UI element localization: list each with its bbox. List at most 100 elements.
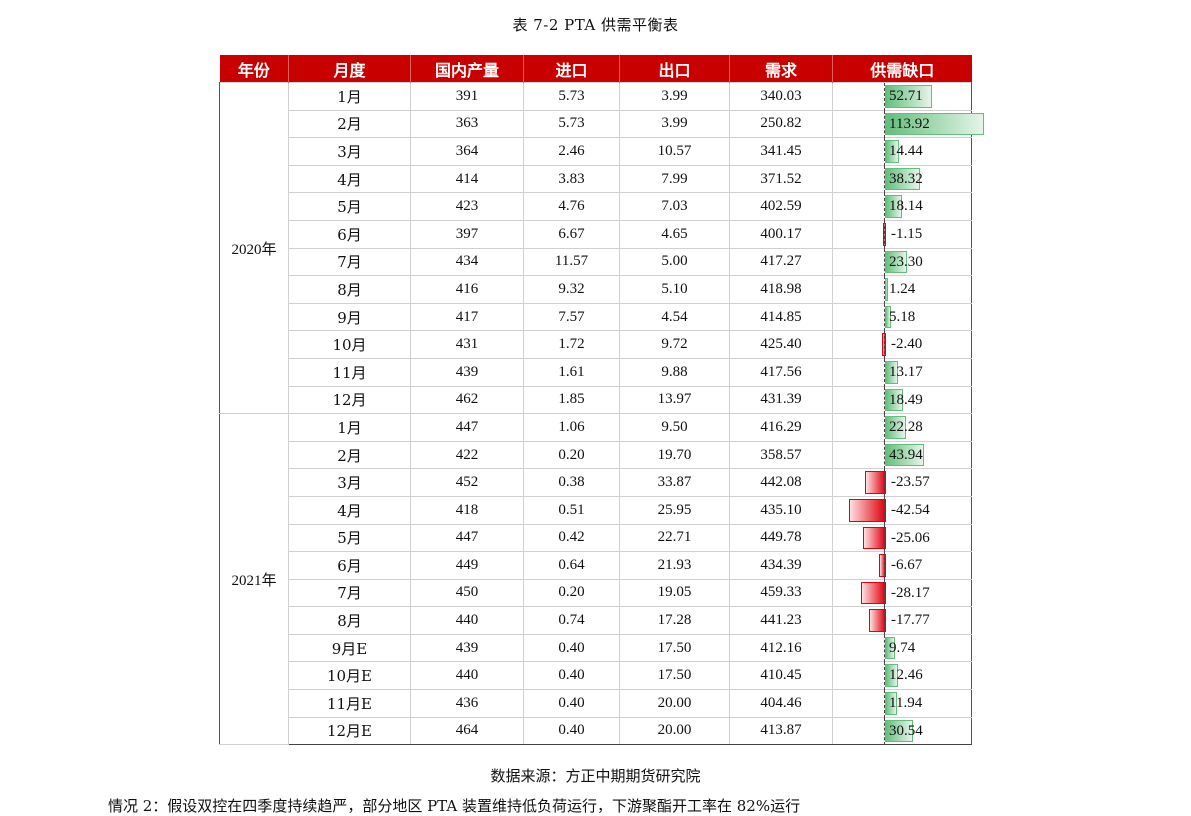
positive-gap-bar [885,278,889,301]
demand-cell: 413.87 [729,716,833,746]
supply-gap-value: 38.32 [889,170,923,187]
table-caption: 表 7-2 PTA 供需平衡表 [512,16,679,34]
import-cell: 9.32 [523,275,620,304]
domestic-output-cell: 462 [410,385,524,415]
export-cell: 3.99 [619,82,730,111]
domestic-output-cell: 434 [410,247,524,277]
domestic-output-cell: 364 [410,137,524,166]
zero-axis-line [884,138,885,166]
month-cell: 7月 [288,578,411,608]
import-cell: 3.83 [523,164,620,194]
export-cell: 25.95 [619,495,730,525]
import-cell: 0.40 [523,689,620,718]
table-row: 4月 414 3.83 7.99 371.52 38.32 [220,164,972,194]
table-row: 11月 439 1.61 9.88 417.56 13.17 [220,357,972,387]
demand-cell: 434.39 [729,551,833,580]
import-cell: 2.46 [523,137,620,166]
export-cell: 4.54 [619,302,730,332]
export-cell: 20.00 [619,689,730,718]
month-cell: 4月 [288,164,411,194]
positive-gap-bar [885,388,903,412]
supply-gap-value: 23.30 [889,253,923,270]
supply-gap-value: -25.06 [891,529,930,546]
domestic-output-cell: 439 [410,357,524,387]
supply-gap-cell: 38.32 [832,164,972,194]
supply-gap-cell: 18.49 [832,385,972,415]
demand-cell: 418.98 [729,275,833,304]
month-cell: 5月 [288,523,411,553]
supply-gap-cell: -1.15 [832,219,972,249]
month-cell: 5月 [288,192,411,221]
month-cell: 6月 [288,551,411,580]
table-row: 6月 397 6.67 4.65 400.17 -1.15 [220,219,972,249]
month-cell: 3月 [288,137,411,166]
supply-gap-cell: -2.40 [832,330,972,359]
month-cell: 11月 [288,357,411,387]
table-row: 6月 449 0.64 21.93 434.39 -6.67 [220,551,972,580]
positive-gap-bar [885,692,898,715]
import-cell: 0.40 [523,633,620,663]
positive-gap-bar [885,112,984,136]
import-cell: 0.20 [523,440,620,470]
supply-gap-cell: 9.74 [832,633,972,663]
import-cell: 0.40 [523,716,620,746]
supply-gap-value: 52.71 [889,88,923,104]
positive-gap-bar [885,85,932,108]
supply-gap-value: 18.14 [889,198,923,215]
table-row: 2020年 1月 391 5.73 3.99 340.03 52.71 [219,81,972,415]
supply-gap-value: 9.74 [889,639,916,656]
table-body: 2020年 1月 391 5.73 3.99 340.03 52.71 2月 363 5.73 3.… [219,81,984,746]
demand-cell: 417.27 [729,247,833,277]
pta-balance-table: 年份 月度 国内产量 进口 出口 需求 供需缺口 2020年 1月 391 5.73 3… [219,55,984,746]
negative-gap-bar [864,471,886,494]
month-cell: 10月 [288,330,411,359]
month-cell: 10月E [288,661,411,691]
export-cell: 17.50 [619,661,730,691]
month-cell: 1月 [288,82,411,111]
demand-cell: 358.57 [729,440,833,470]
supply-gap-cell: 12.46 [832,661,972,691]
import-cell: 5.73 [523,109,620,139]
export-cell: 7.99 [619,164,730,194]
zero-axis-line [884,634,885,663]
table-row: 3月 452 0.38 33.87 442.08 -23.57 [220,468,972,497]
header-month: 月度 [288,55,411,83]
supply-gap-value: 5.18 [889,308,916,325]
demand-cell: 449.78 [729,523,833,553]
domestic-output-cell: 423 [410,192,524,221]
positive-gap-bar [885,664,898,688]
month-cell: 4月 [288,495,411,525]
supply-gap-cell: -6.67 [832,551,972,580]
domestic-output-cell: 436 [410,689,524,718]
supply-gap-cell: -42.54 [832,495,972,525]
positive-gap-bar [885,416,906,439]
supply-gap-cell: 1.24 [832,275,972,304]
positive-gap-bar [885,250,907,274]
positive-gap-bar [885,195,903,218]
demand-cell: 404.46 [729,689,833,718]
supply-gap-cell: -17.77 [832,606,972,635]
table-row: 7月 434 11.57 5.00 417.27 23.30 [220,247,972,277]
zero-axis-line [884,552,885,580]
domestic-output-cell: 440 [410,606,524,635]
positive-gap-bar [885,360,899,384]
zero-axis-line [884,496,885,525]
year-cell: 2021年 [219,413,289,746]
import-cell: 0.42 [523,523,620,553]
export-cell: 33.87 [619,468,730,497]
negative-gap-bar [860,581,886,605]
table-row: 4月 418 0.51 25.95 435.10 -42.54 [220,495,972,525]
zero-axis-line [884,165,885,194]
month-cell: 7月 [288,247,411,277]
domestic-output-cell: 452 [410,468,524,497]
export-cell: 9.88 [619,357,730,387]
export-cell: 3.99 [619,109,730,139]
demand-cell: 425.40 [729,330,833,359]
import-cell: 4.76 [523,192,620,221]
table-row: 3月 364 2.46 10.57 341.45 14.44 [220,137,972,166]
export-cell: 21.93 [619,551,730,580]
zero-axis-line [884,220,885,249]
zero-axis-line [884,358,885,387]
table-row: 10月 431 1.72 9.72 425.40 -2.40 [220,330,972,359]
demand-cell: 410.45 [729,661,833,691]
